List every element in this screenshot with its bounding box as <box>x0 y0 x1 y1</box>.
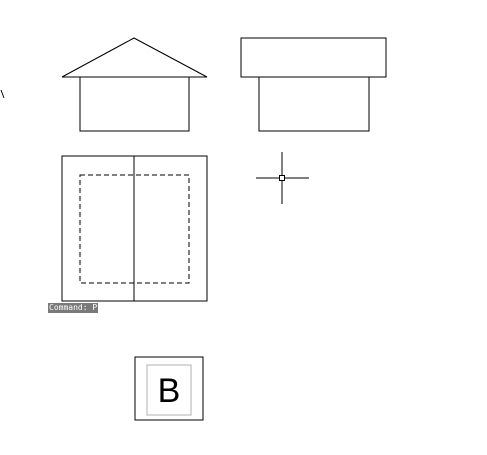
view-label-frame[interactable] <box>134 356 204 421</box>
gable-house-body[interactable] <box>79 76 190 132</box>
gable-roof[interactable] <box>61 37 208 78</box>
flat-house-drawing[interactable] <box>240 37 387 132</box>
command-line-readout: Command: P <box>48 303 99 313</box>
pick-box <box>279 175 285 181</box>
label-outer-frame[interactable] <box>134 356 204 421</box>
plan-hidden-outline[interactable] <box>79 174 190 284</box>
plan-drawing[interactable] <box>61 155 208 302</box>
view-label-text[interactable]: B <box>157 372 181 410</box>
gable-house-drawing[interactable] <box>61 37 208 132</box>
flat-roof[interactable] <box>240 37 387 78</box>
crosshair-cursor-icon <box>256 152 309 204</box>
label-inner-frame <box>146 364 192 416</box>
flat-house-body[interactable] <box>258 76 370 132</box>
edge-tick <box>0 89 5 99</box>
